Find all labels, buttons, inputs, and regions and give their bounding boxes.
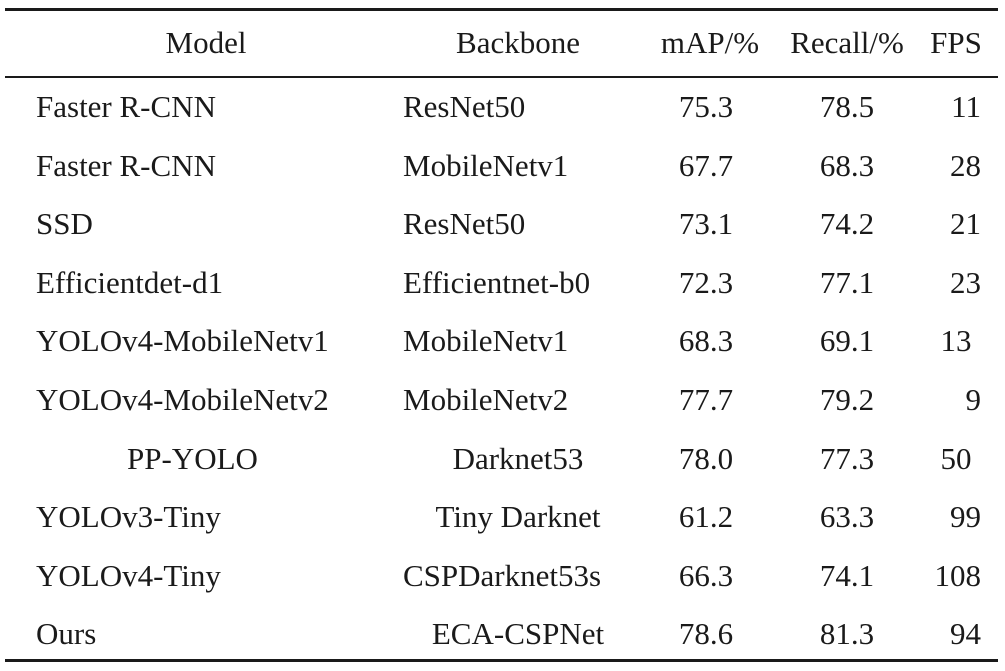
- cell-fps: 21: [950, 206, 981, 242]
- cell-recall: 77.1: [819, 264, 875, 300]
- cell-recall: 68.3: [819, 147, 875, 183]
- cell-map: 67.7: [678, 147, 734, 183]
- cell-recall: 69.1: [819, 323, 875, 359]
- cell-recall: 74.2: [819, 206, 875, 242]
- cell-fps: 11: [951, 89, 981, 124]
- header-recall: Recall/%: [790, 25, 904, 60]
- cell-backbone: ECA-CSPNet: [431, 616, 605, 652]
- cell-map: 68.3: [678, 323, 734, 359]
- table-header-row: Model Backbone mAP/% Recall/% FPS: [5, 11, 998, 78]
- table-row: PP-YOLO Darknet53 78.0 77.3 50: [5, 430, 998, 489]
- cell-backbone: MobileNetv1: [403, 323, 569, 359]
- cell-map: 61.2: [678, 499, 734, 535]
- table-row: Efficientdet-d1 Efficientnet-b0 72.3 77.…: [5, 254, 998, 313]
- cell-map: 73.1: [678, 206, 734, 242]
- cell-model: YOLOv3-Tiny: [36, 499, 221, 535]
- cell-map: 66.3: [678, 557, 734, 593]
- cell-fps: 28: [950, 147, 981, 183]
- header-fps: FPS: [930, 25, 982, 60]
- cell-recall: 63.3: [819, 499, 875, 535]
- cell-fps: 50: [940, 440, 972, 476]
- cell-backbone: ResNet50: [403, 206, 526, 242]
- table-body: Faster R-CNN ResNet50 75.3 78.5 11 Faste…: [5, 78, 998, 664]
- cell-backbone: CSPDarknet53s: [403, 557, 602, 593]
- cell-fps: 99: [950, 499, 981, 535]
- cell-map: 78.0: [678, 440, 734, 476]
- cell-model: YOLOv4-Tiny: [36, 557, 221, 593]
- cell-model: Faster R-CNN: [36, 147, 216, 183]
- header-model: Model: [165, 25, 247, 60]
- comparison-table: Model Backbone mAP/% Recall/% FPS Faster…: [5, 8, 998, 662]
- cell-fps: 108: [934, 557, 982, 593]
- cell-fps: 9: [965, 381, 982, 417]
- cell-model: PP-YOLO: [127, 440, 258, 476]
- cell-map: 72.3: [678, 264, 734, 300]
- cell-backbone: Darknet53: [452, 440, 584, 476]
- cell-model: SSD: [36, 206, 93, 242]
- cell-recall: 78.5: [819, 89, 875, 124]
- table-row: YOLOv4-MobileNetv2 MobileNetv2 77.7 79.2…: [5, 371, 998, 430]
- cell-backbone: Efficientnet-b0: [403, 264, 591, 300]
- cell-recall: 74.1: [819, 557, 875, 593]
- header-backbone: Backbone: [456, 25, 580, 60]
- cell-model: Faster R-CNN: [36, 89, 216, 124]
- cell-model: YOLOv4-MobileNetv2: [36, 381, 329, 417]
- table-row: Faster R-CNN ResNet50 75.3 78.5 11: [5, 78, 998, 137]
- cell-map: 77.7: [678, 381, 734, 417]
- cell-backbone: MobileNetv2: [403, 381, 569, 417]
- header-map: mAP/%: [660, 25, 760, 60]
- table-row: Ours ECA-CSPNet 78.6 81.3 94: [5, 605, 998, 664]
- cell-recall: 81.3: [819, 616, 875, 652]
- table-row: SSD ResNet50 73.1 74.2 21: [5, 195, 998, 254]
- cell-fps: 23: [950, 264, 981, 300]
- table-row: YOLOv4-MobileNetv1 MobileNetv1 68.3 69.1…: [5, 312, 998, 371]
- cell-model: Efficientdet-d1: [36, 264, 224, 300]
- cell-backbone: ResNet50: [403, 89, 526, 124]
- cell-fps: 13: [940, 323, 972, 359]
- cell-model: YOLOv4-MobileNetv1: [36, 323, 329, 359]
- cell-backbone: Tiny Darknet: [435, 499, 601, 535]
- cell-map: 75.3: [678, 89, 734, 124]
- table-row: Faster R-CNN MobileNetv1 67.7 68.3 28: [5, 137, 998, 196]
- cell-model: Ours: [36, 616, 97, 652]
- table-row: YOLOv3-Tiny Tiny Darknet 61.2 63.3 99: [5, 488, 998, 547]
- cell-backbone: MobileNetv1: [403, 147, 569, 183]
- cell-fps: 94: [950, 616, 981, 652]
- cell-map: 78.6: [678, 616, 734, 652]
- table-row: YOLOv4-Tiny CSPDarknet53s 66.3 74.1 108: [5, 547, 998, 606]
- cell-recall: 77.3: [819, 440, 875, 476]
- cell-recall: 79.2: [819, 381, 875, 417]
